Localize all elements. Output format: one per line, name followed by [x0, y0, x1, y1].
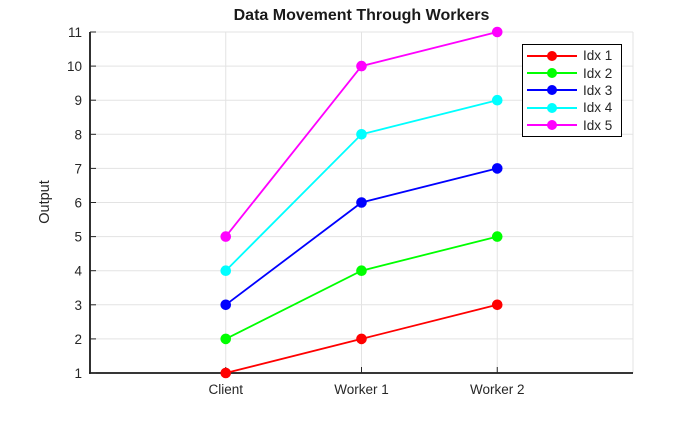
data-point-marker	[220, 333, 232, 345]
data-point-marker	[356, 265, 367, 277]
y-tick-label: 2	[74, 332, 82, 347]
legend-circle-marker	[547, 85, 557, 96]
data-point-marker	[356, 129, 367, 140]
y-tick-label: 9	[74, 93, 82, 108]
legend-marker-icon	[527, 68, 577, 79]
x-tick-label: Worker 2	[470, 382, 525, 397]
legend-circle-marker	[547, 68, 557, 79]
y-tick-label: 11	[68, 25, 82, 40]
legend-label: Idx 2	[583, 65, 613, 81]
data-point-marker	[220, 265, 232, 277]
x-tick-label: Worker 1	[334, 382, 389, 397]
legend-entry: Idx 2	[526, 65, 618, 82]
y-tick-label: 10	[67, 59, 82, 74]
data-point-marker	[491, 163, 503, 174]
data-point-marker	[491, 94, 503, 106]
y-tick-label: 5	[74, 230, 82, 245]
legend-entry: Idx 4	[526, 99, 618, 116]
legend-label: Idx 1	[583, 48, 613, 64]
data-point-marker	[220, 367, 232, 379]
legend-label: Idx 5	[583, 117, 613, 133]
legend-marker-icon	[527, 102, 577, 113]
data-point-marker	[356, 333, 367, 345]
y-tick-label: 7	[74, 161, 82, 176]
legend-circle-marker	[547, 102, 557, 113]
data-point-marker	[491, 299, 503, 311]
legend-label: Idx 4	[583, 100, 613, 116]
data-point-marker	[491, 231, 503, 242]
legend-marker-icon	[527, 50, 577, 61]
legend-marker-icon	[527, 85, 577, 96]
data-point-marker	[491, 26, 503, 38]
legend: Idx 1 Idx 2 Idx 3 Idx 4 Idx 5	[522, 44, 622, 137]
x-tick-label: Client	[208, 382, 243, 397]
legend-entry: Idx 3	[526, 82, 618, 99]
legend-circle-marker	[547, 50, 557, 61]
y-tick-label: 3	[74, 298, 82, 313]
y-tick-label: 8	[74, 127, 82, 142]
data-point-marker	[356, 60, 367, 72]
legend-circle-marker	[547, 120, 557, 131]
y-tick-label: 1	[74, 366, 82, 381]
y-tick-label: 4	[74, 264, 82, 279]
legend-marker-icon	[527, 120, 577, 131]
data-point-marker	[220, 299, 232, 311]
legend-label: Idx 3	[583, 82, 613, 98]
data-point-marker	[356, 197, 367, 208]
data-point-marker	[220, 231, 232, 242]
y-tick-label: 6	[74, 196, 82, 211]
legend-entry: Idx 1	[526, 47, 618, 64]
chart-title: Data Movement Through Workers	[233, 7, 490, 24]
legend-entry: Idx 5	[526, 117, 618, 134]
